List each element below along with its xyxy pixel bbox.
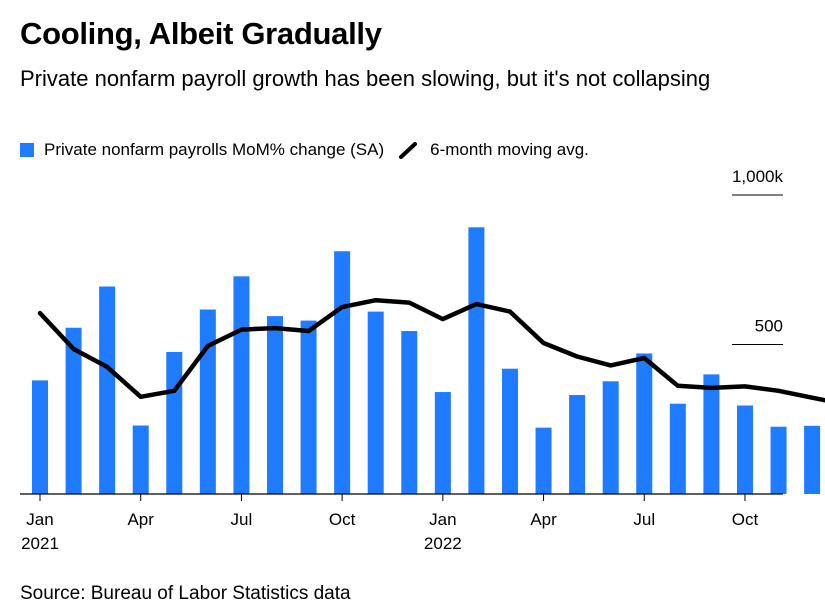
bar — [669, 403, 686, 494]
chart-title: Cooling, Albeit Gradually — [20, 16, 382, 51]
chart-legend: Private nonfarm payrolls MoM% change (SA… — [20, 140, 589, 160]
bar — [65, 327, 82, 494]
bar — [602, 381, 619, 494]
x-tick-label: Oct — [329, 510, 356, 529]
bar — [636, 353, 653, 494]
bar — [535, 427, 552, 494]
legend-line-swatch — [399, 142, 418, 159]
bar — [703, 374, 720, 494]
bar — [569, 395, 586, 494]
legend-bar-swatch — [20, 143, 34, 157]
x-tick-year-label: 2021 — [21, 534, 59, 553]
bar — [468, 227, 485, 495]
y-tick-label: 1,000k — [732, 167, 784, 186]
bar — [434, 392, 451, 494]
legend-line-label: 6-month moving avg. — [430, 140, 589, 159]
bar — [300, 320, 317, 494]
bar — [736, 405, 753, 494]
x-tick-year-label: 2022 — [424, 534, 462, 553]
x-tick-label: Jan — [429, 510, 456, 529]
bar — [266, 316, 283, 494]
legend-bar-label: Private nonfarm payrolls MoM% change (SA… — [44, 140, 385, 159]
bar — [367, 311, 384, 494]
x-tick-label: Oct — [732, 510, 759, 529]
x-tick-label: Jan — [26, 510, 53, 529]
chart-subtitle: Private nonfarm payroll growth has been … — [20, 66, 711, 91]
x-tick-label: Jul — [633, 510, 655, 529]
bar — [804, 425, 821, 494]
x-tick-label: Apr — [530, 510, 557, 529]
chart-source: Source: Bureau of Labor Statistics data — [20, 583, 351, 604]
bar — [501, 368, 518, 494]
bar — [99, 286, 116, 494]
x-tick-label: Jul — [231, 510, 253, 529]
bar — [233, 276, 250, 494]
y-tick-label: 500 — [755, 317, 783, 336]
bar — [770, 426, 787, 494]
bar — [166, 351, 183, 494]
bar — [199, 309, 216, 494]
bar — [32, 380, 48, 494]
bar — [132, 425, 149, 494]
bar — [334, 251, 351, 494]
moving-average-line — [37, 297, 825, 403]
bar — [401, 331, 418, 494]
x-tick-label: Apr — [127, 510, 154, 529]
